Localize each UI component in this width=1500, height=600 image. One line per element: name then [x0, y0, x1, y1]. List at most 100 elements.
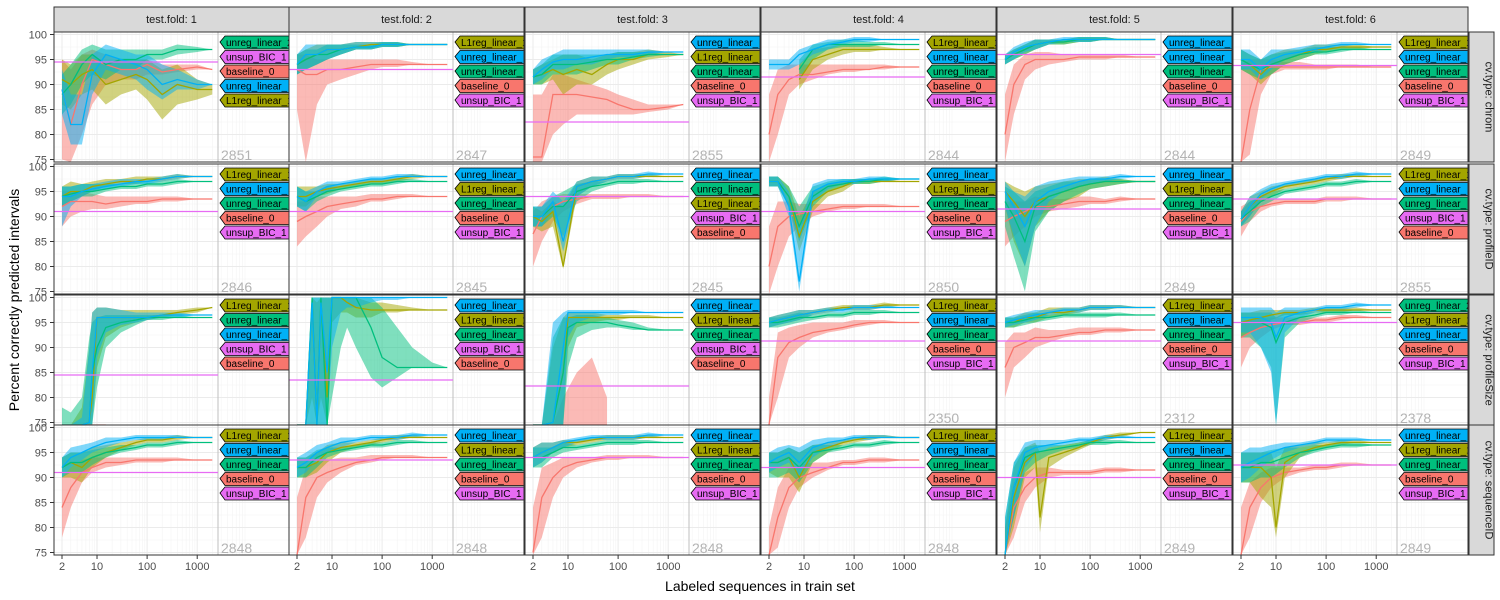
label-unsup_BIC_1: unsup_BIC_1 [1405, 96, 1466, 107]
label-L1reg_linear_117: L1reg_linear_117 [461, 446, 539, 457]
label-unsup_BIC_1: unsup_BIC_1 [461, 345, 522, 356]
x-tick-label: 100 [373, 561, 391, 573]
label-box-unsup_BIC_1 [690, 342, 760, 356]
label-baseline_0: baseline_0 [226, 359, 275, 370]
y-tick-label: 75 [35, 418, 47, 430]
ribbon-L1reg_linear_117 [799, 44, 920, 90]
x-tick-label: 100 [1317, 561, 1335, 573]
x-tick-label: 10 [326, 561, 338, 573]
label-unsup_BIC_1: unsup_BIC_1 [1169, 359, 1230, 370]
label-unreg_linear_2: unreg_linear_ [1169, 460, 1231, 471]
label-box-unsup_BIC_1 [690, 93, 760, 108]
label-box-baseline_0 [1162, 79, 1232, 93]
label-box-unreg_linear_2 [926, 196, 996, 211]
col-strip-label: test.fold: 3 [617, 14, 668, 26]
line-L1reg_linear_117 [1240, 175, 1392, 220]
label-L1reg_linear_117: L1reg_linear_117 [1405, 170, 1483, 181]
label-L1reg_linear_117: L1reg_linear_117 [226, 431, 304, 442]
label-unsup_BIC_1: unsup_BIC_1 [933, 96, 994, 107]
y-tick-label: 90 [35, 212, 47, 224]
label-box-L1reg_linear_117 [926, 298, 996, 313]
label-unreg_linear_2: unreg_linear_ [933, 67, 995, 78]
label-L1reg_linear_117: L1reg_linear_ [1169, 185, 1231, 196]
sample-count: 2855 [692, 147, 723, 163]
label-box-baseline_0 [690, 225, 760, 240]
label-unreg_linear_2: unreg_linear_ [697, 185, 759, 196]
ribbon-unreg_linear_117 [62, 307, 213, 425]
label-box-baseline_0 [1398, 472, 1468, 486]
label-box-L1reg_linear_117 [454, 313, 524, 327]
col-strip-label: test.fold: 6 [1325, 14, 1376, 26]
line-unreg_linear_117 [1004, 306, 1156, 324]
label-box-L1reg_linear_117 [1398, 35, 1468, 50]
y-tick-label: 80 [35, 393, 47, 405]
label-box-unsup_BIC_1 [926, 225, 996, 240]
label-baseline_0: baseline_0 [1405, 475, 1454, 486]
direct-labels: unreg_linear_ unreg_linear_ L1reg_linear_1… [690, 167, 760, 240]
line-unreg_linear_2 [1241, 444, 1392, 469]
ribbon-unreg_linear_117 [1005, 305, 1156, 328]
x-tick-label: 1000 [656, 561, 680, 573]
label-unreg_linear_2: unreg_linear_ [697, 460, 759, 471]
label-box-baseline_0 [926, 472, 996, 486]
line-unreg_linear_2 [769, 441, 920, 469]
col-strip-label: test.fold: 5 [1089, 14, 1140, 26]
label-box-unreg_linear_117 [926, 313, 996, 327]
sample-count: 2312 [1164, 410, 1195, 426]
direct-labels: unreg_linear_ L1reg_linear_11 unreg_linear… [454, 298, 524, 371]
line-unreg_linear_117 [533, 311, 684, 425]
label-box-L1reg_linear_117 [1162, 428, 1232, 443]
label-unreg_linear_2: unreg_linear_ [933, 330, 995, 341]
label-box-L1reg_linear_117 [690, 50, 760, 64]
ribbon-unreg_linear_117 [769, 37, 920, 70]
label-box-unsup_BIC_1 [1398, 486, 1468, 501]
label-box-unreg_linear_2 [1162, 64, 1232, 79]
label-baseline_0: baseline_0 [226, 214, 275, 225]
ribbon-baseline_0 [769, 320, 920, 425]
panel-border [996, 31, 1233, 163]
label-L1reg_linear_117: L1reg_linear_117 [1405, 316, 1483, 327]
x-tick-label: 10 [1270, 561, 1282, 573]
label-box-unsup_BIC_1 [219, 50, 289, 64]
y-tick-label: 90 [35, 473, 47, 485]
label-box-L1reg_linear_117 [219, 93, 289, 108]
line-unreg_linear_2 [1004, 441, 1156, 555]
label-box-baseline_0 [690, 79, 760, 93]
line-baseline_0 [1240, 316, 1392, 339]
y-tick-label: 75 [35, 548, 47, 560]
label-box-baseline_0 [454, 79, 524, 93]
series-group [761, 176, 925, 294]
direct-labels: unreg_linear_ unreg_linear_ unreg_linear_b… [1162, 35, 1232, 108]
series-group [761, 435, 925, 555]
direct-labels: unreg_linear_2 L1reg_linear_117 unreg_line… [1398, 298, 1483, 371]
series-group [54, 435, 218, 538]
ribbon-unreg_linear_117 [769, 435, 920, 478]
x-tick-label: 100 [138, 561, 156, 573]
ribbon-unreg_linear_117 [297, 432, 448, 478]
line-unreg_linear_117 [1004, 38, 1156, 60]
panel-border [1232, 163, 1469, 295]
label-box-unreg_linear_117 [219, 79, 289, 93]
y-axis-title: Percent correctly predicted intervals [6, 189, 22, 412]
facet-panel: 2845 unreg_linear_ unreg_linear_ L1reg_line… [524, 163, 761, 295]
label-unreg_linear_2: unreg_linear_ [461, 67, 523, 78]
label-unsup_BIC_1: unsup_BIC_1 [697, 214, 758, 225]
label-box-unreg_linear_117 [1398, 50, 1468, 64]
direct-labels: unreg_linear_2 unsup_BIC_1 baseline_0unreg… [219, 35, 289, 108]
ribbon-unreg_linear_117 [1005, 174, 1156, 267]
label-unsup_BIC_1: unsup_BIC_1 [1405, 214, 1466, 225]
direct-labels: L1reg_linear_117 unreg_linear_ unreg_linea… [219, 167, 289, 240]
line-baseline_0 [61, 198, 213, 208]
label-box-L1reg_linear_117 [1398, 443, 1468, 457]
series-group [289, 174, 453, 247]
label-box-unreg_linear_2 [690, 64, 760, 79]
series-group [997, 431, 1161, 555]
label-box-L1reg_linear_117 [690, 313, 760, 327]
label-unreg_linear_117: unreg_linear_ [461, 53, 523, 64]
panel-border [996, 163, 1233, 295]
ribbon-unreg_linear_117 [1241, 437, 1392, 483]
line-unreg_linear_117 [1004, 175, 1156, 228]
line-L1reg_linear_117 [798, 48, 920, 80]
label-unsup_BIC_1: unsup_BIC_1 [1169, 96, 1230, 107]
